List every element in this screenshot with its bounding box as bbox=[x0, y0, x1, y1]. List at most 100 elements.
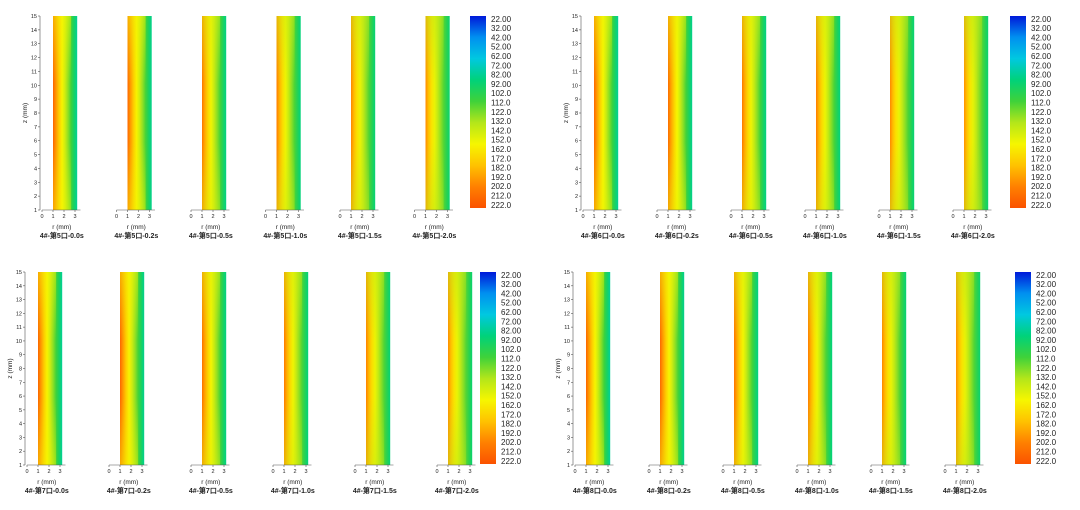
colorbar-label: 52.00 bbox=[501, 299, 522, 308]
x-tick-label: 2 bbox=[375, 469, 378, 475]
y-tick-label: 11 bbox=[16, 325, 22, 331]
x-tick-label: 2 bbox=[751, 214, 754, 220]
x-axis-label: r (mm) bbox=[815, 224, 834, 231]
y-tick-label: 1 bbox=[34, 208, 37, 214]
y-tick-label: 8 bbox=[34, 111, 37, 117]
x-tick-label: 2 bbox=[129, 469, 132, 475]
colorbar-label: 122.0 bbox=[501, 364, 522, 373]
heat-gradient-overlay bbox=[808, 272, 827, 465]
x-tick-label: 3 bbox=[73, 214, 76, 220]
panel-1-6: 0 1 2 3r (mm)4#-第5口-2.0s bbox=[412, 16, 456, 240]
heat-gradient-overlay bbox=[734, 272, 753, 465]
x-tick-label: 2 bbox=[211, 214, 214, 220]
x-tick-label: 2 bbox=[677, 214, 680, 220]
chart-group-4: 0 1 2 3r (mm)4#-第8口-0.0s0 1 2 3r (mm)4#-第8口-0.… bbox=[555, 270, 1057, 495]
colorbar-label: 42.00 bbox=[491, 33, 512, 42]
y-tick-label: 9 bbox=[567, 353, 570, 359]
y-tick-label: 8 bbox=[19, 367, 22, 373]
panel-caption: 4#-第6口-1.5s bbox=[877, 231, 921, 240]
colorbar-label: 72.00 bbox=[501, 317, 522, 326]
x-tick-label: 2 bbox=[47, 469, 50, 475]
y-tick-label: 4 bbox=[19, 422, 22, 428]
x-tick-label: 3 bbox=[222, 469, 225, 475]
x-tick-label: 0 bbox=[581, 214, 584, 220]
heat-gradient-overlay bbox=[890, 16, 909, 210]
x-axis-label: r (mm) bbox=[365, 479, 384, 486]
x-tick-label: 3 bbox=[910, 214, 913, 220]
heat-gradient-overlay bbox=[882, 272, 901, 465]
y-tick-label: 13 bbox=[31, 42, 37, 48]
colorbar-label: 92.00 bbox=[491, 80, 512, 89]
colorbar-label: 172.0 bbox=[1031, 154, 1052, 163]
x-tick-label: 1 bbox=[51, 214, 54, 220]
colorbar-label: 52.00 bbox=[1031, 43, 1052, 52]
x-tick-label: 0 bbox=[353, 469, 356, 475]
panel-caption: 4#-第7口-0.0s bbox=[25, 486, 69, 495]
x-axis-label: r (mm) bbox=[425, 224, 444, 231]
colorbar: 22.0032.0042.0052.0062.0072.0082.0092.00… bbox=[470, 15, 512, 210]
x-tick-label: 1 bbox=[880, 469, 883, 475]
x-axis-label: r (mm) bbox=[52, 224, 71, 231]
colorbar-label: 112.0 bbox=[501, 355, 521, 364]
x-tick-label: 2 bbox=[286, 214, 289, 220]
x-tick-label: 1 bbox=[592, 214, 595, 220]
panel-caption: 4#-第8口-0.0s bbox=[573, 486, 617, 495]
colorbar-label: 82.00 bbox=[491, 71, 512, 80]
x-tick-label: 3 bbox=[680, 469, 683, 475]
panel-4-5: 0 1 2 3r (mm)4#-第8口-1.5s bbox=[869, 272, 913, 495]
x-tick-label: 0 bbox=[943, 469, 946, 475]
heat-gradient-overlay bbox=[120, 272, 139, 465]
colorbar-label: 42.00 bbox=[1031, 33, 1052, 42]
panel-1-1: 0 1 2 3r (mm)4#-第5口-0.0s bbox=[40, 16, 84, 240]
x-axis-label: r (mm) bbox=[881, 479, 900, 486]
x-tick-label: 0 bbox=[655, 214, 658, 220]
colorbar-label: 192.0 bbox=[491, 173, 512, 182]
heat-gradient-overlay bbox=[668, 16, 687, 210]
colorbar-label: 122.0 bbox=[491, 108, 512, 117]
colorbar-label: 22.00 bbox=[1031, 15, 1052, 24]
x-tick-label: 3 bbox=[606, 469, 609, 475]
heat-gradient-overlay bbox=[660, 272, 679, 465]
x-axis-label: r (mm) bbox=[201, 224, 220, 231]
y-tick-label: 14 bbox=[31, 28, 37, 34]
y-tick-label: 6 bbox=[575, 139, 578, 145]
x-tick-label: 3 bbox=[762, 214, 765, 220]
colorbar-label: 222.0 bbox=[501, 457, 522, 466]
x-tick-label: 0 bbox=[729, 214, 732, 220]
y-tick-label: 10 bbox=[564, 339, 570, 345]
x-tick-label: 0 bbox=[951, 214, 954, 220]
panel-1-5: 0 1 2 3r (mm)4#-第5口-1.5s bbox=[338, 16, 382, 240]
heat-gradient-overlay bbox=[816, 16, 835, 210]
x-tick-label: 3 bbox=[976, 469, 979, 475]
panel-caption: 4#-第8口-0.5s bbox=[721, 486, 765, 495]
y-axis-label: z (mm) bbox=[563, 103, 570, 123]
x-axis-label: r (mm) bbox=[659, 479, 678, 486]
x-tick-label: 3 bbox=[828, 469, 831, 475]
y-tick-label: 8 bbox=[567, 367, 570, 373]
y-tick-label: 3 bbox=[34, 180, 37, 186]
x-axis-label: r (mm) bbox=[733, 479, 752, 486]
panel-caption: 4#-第8口-1.5s bbox=[869, 486, 913, 495]
y-tick-label: 10 bbox=[31, 83, 37, 89]
x-tick-label: 3 bbox=[297, 214, 300, 220]
colorbar-label: 132.0 bbox=[1031, 117, 1052, 126]
x-tick-label: 2 bbox=[211, 469, 214, 475]
x-tick-label: 0 bbox=[189, 214, 192, 220]
x-tick-label: 3 bbox=[446, 214, 449, 220]
colorbar-label: 202.0 bbox=[501, 438, 522, 447]
heat-gradient-overlay bbox=[276, 16, 295, 210]
colorbar-label: 112.0 bbox=[1036, 355, 1056, 364]
panel-4-6: 0 1 2 3r (mm)4#-第8口-2.0s bbox=[943, 272, 987, 495]
colorbar-label: 32.00 bbox=[1031, 24, 1052, 33]
y-tick-label: 9 bbox=[34, 97, 37, 103]
colorbar-label: 82.00 bbox=[1031, 71, 1052, 80]
panel-1-2: 0 1 2 3r (mm)4#-第5口-0.2s bbox=[114, 16, 158, 240]
x-tick-label: 1 bbox=[732, 469, 735, 475]
y-tick-label: 2 bbox=[34, 194, 37, 200]
x-tick-label: 3 bbox=[688, 214, 691, 220]
x-tick-label: 1 bbox=[364, 469, 367, 475]
x-tick-label: 0 bbox=[264, 214, 267, 220]
colorbar-label: 152.0 bbox=[1031, 136, 1052, 145]
colorbar-label: 202.0 bbox=[491, 182, 512, 191]
